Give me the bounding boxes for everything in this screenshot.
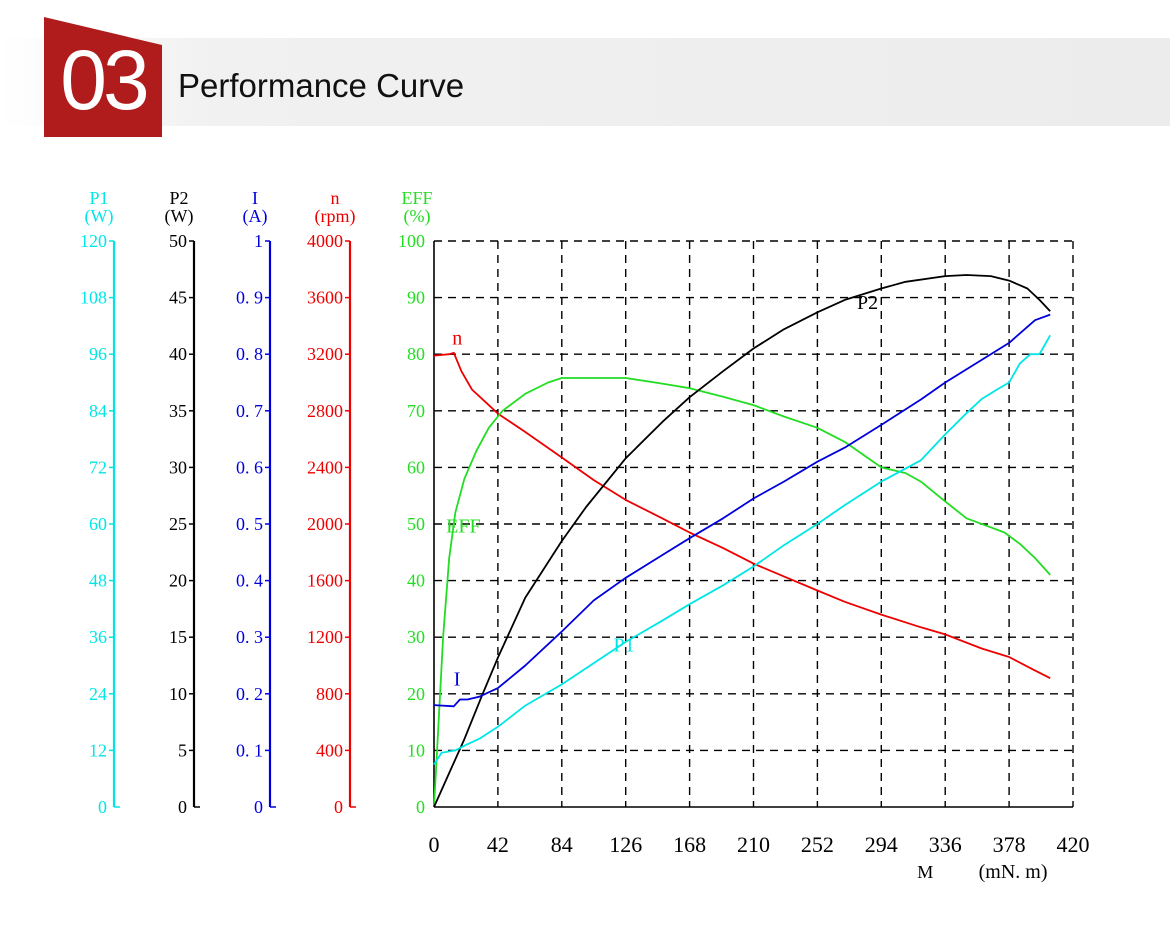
y-tick-label-EFF: 30	[407, 627, 425, 647]
y-tick-label-EFF: 60	[407, 457, 425, 477]
x-axis-label: M	[917, 862, 933, 882]
x-tick-label: 126	[609, 832, 642, 857]
y-tick-label-n: 3200	[307, 344, 343, 364]
y-tick-label-n: 2800	[307, 401, 343, 421]
x-tick-label: 0	[429, 832, 440, 857]
section-badge	[44, 17, 162, 137]
section-badge-shape	[44, 17, 162, 137]
series-line-n	[433, 351, 1051, 680]
y-tick-label-P2: 0	[178, 797, 187, 817]
y-tick-label-EFF: 70	[407, 401, 425, 421]
series-label-I: I	[454, 668, 461, 690]
y-tick-label-n: 2400	[307, 457, 343, 477]
y-tick-label-P2: 20	[169, 571, 187, 591]
y-tick-label-P1: 72	[89, 457, 107, 477]
y-tick-label-P1: 60	[89, 514, 107, 534]
y-axis-label-n: n	[331, 188, 340, 208]
series-label-EFF: EFF	[446, 515, 480, 537]
series-label-P1: P1	[614, 634, 635, 656]
y-tick-label-P1: 12	[89, 740, 107, 760]
y-tick-label-I: 0. 5	[236, 514, 263, 534]
x-tick-label: 378	[993, 832, 1026, 857]
y-tick-label-EFF: 20	[407, 684, 425, 704]
y-tick-label-n: 400	[316, 740, 343, 760]
y-axis-unit-I: (A)	[243, 206, 268, 227]
x-tick-label: 420	[1057, 832, 1090, 857]
y-tick-label-I: 0. 7	[236, 401, 263, 421]
y-axis-unit-P1: (W)	[85, 206, 114, 227]
series-line-EFF	[433, 377, 1051, 808]
y-tick-label-n: 2000	[307, 514, 343, 534]
series-line-I	[433, 313, 1051, 708]
y-tick-label-I: 0. 2	[236, 684, 263, 704]
y-tick-label-P2: 15	[169, 627, 187, 647]
y-tick-label-P2: 30	[169, 457, 187, 477]
series-label-n: n	[452, 327, 462, 349]
y-tick-label-EFF: 80	[407, 344, 425, 364]
y-tick-label-P1: 108	[80, 288, 107, 308]
y-tick-label-n: 800	[316, 684, 343, 704]
y-tick-label-P2: 10	[169, 684, 187, 704]
y-tick-label-n: 3600	[307, 288, 343, 308]
section-number: 03	[60, 33, 149, 127]
y-tick-label-EFF: 100	[398, 231, 425, 251]
y-axis-label-I: I	[252, 188, 258, 208]
y-tick-label-I: 0. 8	[236, 344, 263, 364]
x-tick-label: 84	[551, 832, 573, 857]
y-tick-label-P1: 120	[80, 231, 107, 251]
y-tick-label-EFF: 40	[407, 571, 425, 591]
y-tick-label-P1: 48	[89, 571, 107, 591]
y-tick-label-n: 1200	[307, 627, 343, 647]
y-axis-label-P2: P2	[169, 188, 188, 208]
x-axis-unit: (mN. m)	[979, 861, 1048, 883]
x-tick-label: 252	[801, 832, 834, 857]
y-tick-label-I: 0. 1	[236, 740, 263, 760]
series-line-P1	[433, 334, 1051, 765]
y-tick-label-I: 0. 3	[236, 627, 263, 647]
y-tick-label-P2: 25	[169, 514, 187, 534]
y-tick-label-P1: 36	[89, 627, 107, 647]
y-tick-label-EFF: 0	[416, 797, 425, 817]
y-tick-label-P2: 50	[169, 231, 187, 251]
y-tick-label-P1: 96	[89, 344, 107, 364]
x-tick-label: 42	[487, 832, 509, 857]
y-tick-label-I: 0. 4	[236, 571, 263, 591]
y-tick-label-P2: 5	[178, 740, 187, 760]
y-tick-label-P2: 40	[169, 344, 187, 364]
y-tick-label-n: 4000	[307, 231, 343, 251]
y-tick-label-P1: 24	[89, 684, 107, 704]
y-tick-label-I: 0. 9	[236, 288, 263, 308]
y-tick-label-P2: 45	[169, 288, 187, 308]
y-tick-label-I: 0	[254, 797, 263, 817]
y-axis-label-P1: P1	[89, 188, 108, 208]
page-title: Performance Curve	[178, 67, 465, 104]
series-label-P2: P2	[857, 292, 878, 314]
y-tick-label-EFF: 10	[407, 740, 425, 760]
y-axis-label-EFF: EFF	[401, 188, 432, 208]
series-line-P2	[433, 274, 1051, 808]
y-tick-label-P1: 0	[98, 797, 107, 817]
y-tick-label-I: 0. 6	[236, 457, 263, 477]
y-tick-label-P2: 35	[169, 401, 187, 421]
y-tick-label-P1: 84	[89, 401, 107, 421]
y-tick-label-EFF: 50	[407, 514, 425, 534]
y-tick-label-n: 0	[334, 797, 343, 817]
x-tick-label: 168	[673, 832, 706, 857]
x-tick-label: 210	[737, 832, 770, 857]
y-tick-label-n: 1600	[307, 571, 343, 591]
y-tick-label-EFF: 90	[407, 288, 425, 308]
y-tick-label-I: 1	[254, 231, 263, 251]
x-tick-label: 294	[865, 832, 898, 857]
x-tick-label: 336	[929, 832, 962, 857]
y-axis-unit-EFF: (%)	[404, 206, 431, 227]
y-axis-unit-n: (rpm)	[315, 206, 356, 227]
header-bar	[0, 38, 1170, 126]
y-axis-unit-P2: (W)	[165, 206, 194, 227]
